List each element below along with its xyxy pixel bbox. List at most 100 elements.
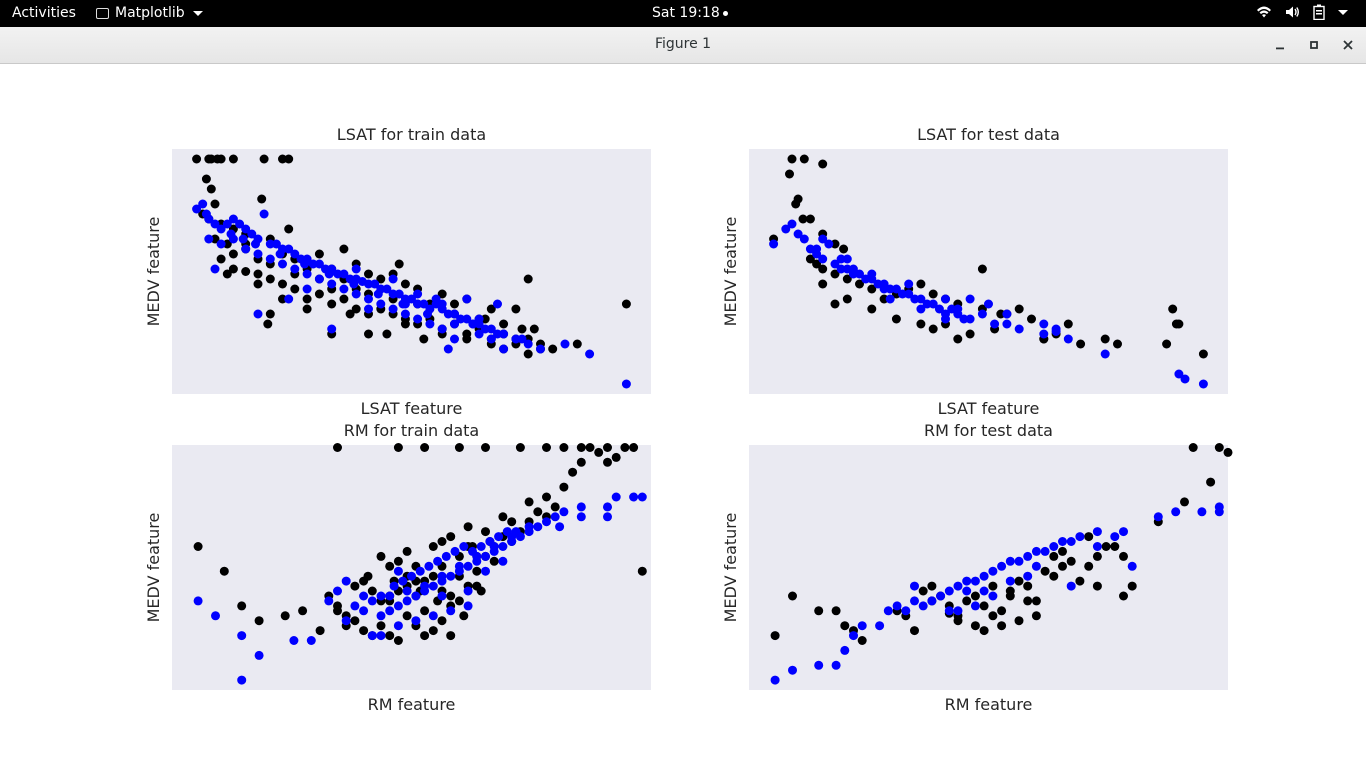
scatter-point <box>402 586 412 596</box>
scatter-point <box>941 294 950 304</box>
scatter-point <box>770 675 780 685</box>
app-menu[interactable]: Matplotlib <box>96 5 203 21</box>
scatter-point <box>812 259 822 269</box>
scatter-point <box>555 522 565 532</box>
scatter-point <box>424 561 434 571</box>
scatter-point <box>359 606 369 616</box>
x-axis-label: LSAT feature <box>361 399 463 418</box>
scatter-point <box>629 492 639 502</box>
scatter-point <box>402 611 412 621</box>
close-button[interactable] <box>1338 35 1358 55</box>
scatter-point <box>515 443 525 452</box>
scatter-point <box>253 309 263 319</box>
scatter-point <box>437 289 447 299</box>
system-tray[interactable] <box>1256 4 1348 20</box>
scatter-point <box>219 566 229 576</box>
scatter-point <box>805 244 815 254</box>
scatter-point <box>814 660 824 670</box>
scatter-point <box>1174 319 1184 329</box>
scatter-point <box>1023 551 1033 561</box>
scatter-point <box>411 591 421 601</box>
scatter-point <box>446 571 456 581</box>
scatter-point <box>805 254 815 264</box>
scatter-point <box>364 269 373 279</box>
scatter-point <box>529 324 539 334</box>
minimize-button[interactable] <box>1270 35 1290 55</box>
subplot-3: RM for train data RM feature MEDV feature <box>144 421 651 714</box>
scatter-point <box>485 537 495 546</box>
scatter-point <box>572 339 582 349</box>
scatter-point <box>400 279 410 289</box>
scatter-point <box>420 606 430 616</box>
minimize-icon <box>1276 47 1284 50</box>
scatter-point <box>314 249 324 259</box>
scatter-point <box>359 591 369 601</box>
scatter-point <box>298 606 308 616</box>
scatter-point <box>970 621 980 631</box>
scatter-point <box>1076 339 1086 349</box>
scatter-point <box>388 304 398 314</box>
scatter-point <box>1031 611 1041 621</box>
scatter-point <box>1066 581 1076 591</box>
subplot-title: LSAT for train data <box>337 125 486 144</box>
scatter-point <box>818 254 828 264</box>
scatter-point <box>1066 556 1076 566</box>
clock[interactable]: Sat 19:18 <box>652 5 728 21</box>
scatter-point <box>333 586 342 596</box>
scatter-point <box>431 294 441 304</box>
scatter-point <box>290 264 300 274</box>
scatter-point <box>364 294 373 304</box>
scatter-point <box>1092 581 1102 591</box>
scatter-point <box>472 566 482 576</box>
predicted-series <box>193 492 647 685</box>
scatter-point <box>462 294 472 304</box>
scatter-point <box>788 591 797 601</box>
scatter-point <box>1162 339 1172 349</box>
maximize-button[interactable] <box>1304 35 1324 55</box>
scatter-point <box>486 304 496 314</box>
scatter-point <box>363 571 373 581</box>
scatter-point <box>891 284 901 294</box>
scatter-point <box>787 219 797 229</box>
scatter-point <box>842 274 852 284</box>
scatter-point <box>393 621 403 631</box>
scatter-point <box>1075 576 1085 586</box>
scatter-point <box>1198 379 1208 389</box>
scatter-point <box>393 601 403 611</box>
scatter-point <box>637 566 647 576</box>
scatter-point <box>928 289 938 299</box>
app-window-icon <box>96 7 109 19</box>
scatter-point <box>910 596 919 606</box>
scatter-point <box>290 284 300 294</box>
scatter-point <box>333 606 342 616</box>
scatter-point <box>560 339 570 349</box>
scatter-point <box>376 299 386 309</box>
scatter-point <box>918 601 928 611</box>
scatter-point <box>855 279 864 289</box>
scatter-point <box>1214 502 1224 512</box>
scatter-point <box>499 319 509 329</box>
scatter-point <box>511 527 521 537</box>
scatter-point <box>831 606 841 616</box>
maximize-icon <box>1310 41 1318 49</box>
scatter-point <box>433 556 443 566</box>
scatter-point <box>603 443 612 452</box>
scatter-point <box>1058 561 1067 571</box>
scatter-point <box>257 194 267 204</box>
scatter-point <box>339 269 349 279</box>
scatter-point <box>367 631 377 641</box>
scatter-point <box>333 443 342 452</box>
scatter-point <box>910 581 919 591</box>
scatter-point <box>1075 532 1085 542</box>
activities-button[interactable]: Activities <box>12 5 76 21</box>
scatter-point <box>576 443 586 452</box>
scatter-point <box>1084 532 1094 542</box>
scatter-point <box>611 452 621 462</box>
window-titlebar[interactable]: Figure 1 <box>0 27 1366 64</box>
scatter-point <box>341 576 351 586</box>
scatter-point <box>1180 497 1189 507</box>
scatter-point <box>536 344 545 354</box>
scatter-point <box>462 334 472 344</box>
scatter-point <box>928 299 938 309</box>
scatter-point <box>228 214 238 224</box>
